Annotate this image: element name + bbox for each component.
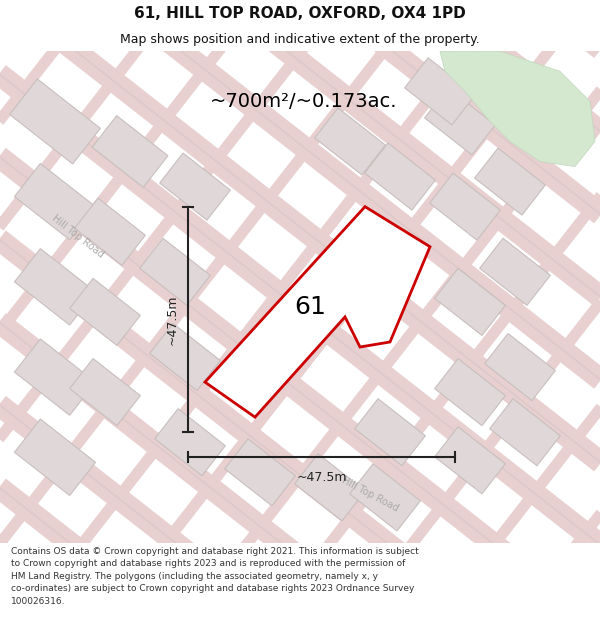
Text: Hill Top Road: Hill Top Road: [340, 475, 400, 514]
Polygon shape: [475, 148, 545, 215]
Polygon shape: [70, 359, 140, 426]
Text: ~47.5m: ~47.5m: [296, 471, 347, 484]
Polygon shape: [404, 58, 475, 125]
Polygon shape: [434, 359, 505, 426]
Polygon shape: [425, 88, 496, 155]
Polygon shape: [205, 207, 430, 417]
Polygon shape: [14, 249, 95, 325]
Polygon shape: [440, 51, 595, 166]
Polygon shape: [149, 324, 220, 391]
Polygon shape: [355, 399, 425, 466]
Text: 61, HILL TOP ROAD, OXFORD, OX4 1PD: 61, HILL TOP ROAD, OXFORD, OX4 1PD: [134, 6, 466, 21]
Polygon shape: [160, 153, 230, 220]
Polygon shape: [434, 427, 505, 494]
Text: Hill Top Road: Hill Top Road: [50, 214, 106, 260]
Text: ~700m²/~0.173ac.: ~700m²/~0.173ac.: [210, 92, 398, 111]
Polygon shape: [479, 238, 550, 306]
Polygon shape: [10, 79, 100, 164]
Text: 61: 61: [294, 295, 326, 319]
Polygon shape: [434, 268, 505, 336]
Polygon shape: [314, 108, 385, 175]
Text: Map shows position and indicative extent of the property.: Map shows position and indicative extent…: [120, 34, 480, 46]
Polygon shape: [74, 198, 145, 265]
Polygon shape: [70, 278, 140, 346]
Polygon shape: [224, 439, 295, 506]
Polygon shape: [14, 164, 95, 240]
Polygon shape: [350, 464, 421, 531]
Polygon shape: [92, 116, 168, 188]
Polygon shape: [14, 419, 95, 496]
Polygon shape: [14, 339, 95, 415]
Polygon shape: [295, 454, 365, 521]
Text: Contains OS data © Crown copyright and database right 2021. This information is : Contains OS data © Crown copyright and d…: [11, 547, 419, 606]
Polygon shape: [485, 334, 556, 401]
Polygon shape: [490, 399, 560, 466]
Polygon shape: [430, 173, 500, 240]
Polygon shape: [365, 143, 436, 210]
Polygon shape: [155, 409, 226, 476]
Polygon shape: [140, 238, 211, 306]
Text: ~47.5m: ~47.5m: [166, 294, 179, 344]
